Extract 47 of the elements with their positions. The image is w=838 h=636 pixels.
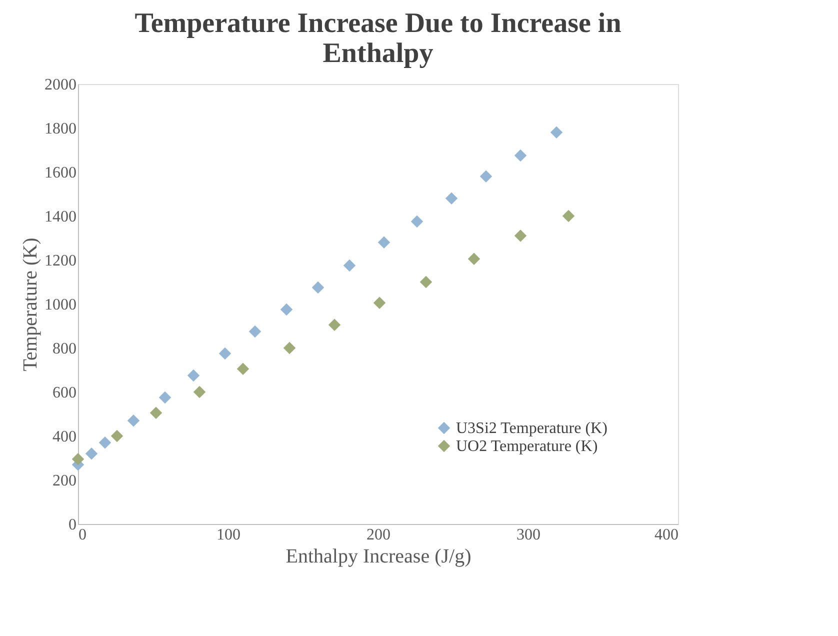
- point: [562, 210, 575, 222]
- x-axis-title: Enthalpy Increase (J/g): [286, 546, 472, 568]
- point: [150, 406, 162, 420]
- x-tick-label: 100: [216, 526, 240, 544]
- point: [248, 325, 262, 338]
- y-tick-label: 200: [52, 472, 76, 490]
- point: [480, 170, 492, 183]
- point: [378, 236, 390, 249]
- point: [312, 281, 324, 294]
- point: [98, 436, 112, 449]
- point: [236, 362, 250, 376]
- y-tick-label: 800: [52, 340, 76, 358]
- point: [343, 259, 356, 272]
- legend-label: UO2 Temperature (K): [456, 438, 598, 455]
- x-tick-label: 200: [366, 526, 390, 544]
- x-tick-label: 400: [654, 526, 678, 544]
- point: [445, 192, 458, 205]
- point: [158, 391, 172, 404]
- point: [328, 318, 341, 332]
- point: [280, 303, 293, 316]
- point: [514, 230, 527, 242]
- point: [514, 149, 527, 162]
- point: [468, 252, 480, 266]
- y-tick-label: 1000: [44, 296, 76, 314]
- point: [373, 296, 386, 310]
- y-tick-label: 1800: [44, 120, 76, 138]
- point: [410, 215, 424, 228]
- point: [127, 414, 140, 427]
- point: [193, 386, 206, 398]
- y-tick-label: 2000: [44, 76, 76, 94]
- y-tick-label: 1400: [44, 208, 76, 226]
- point: [110, 430, 124, 442]
- chart-title: Temperature Increase Due to Increase in Enthalpy: [134, 8, 622, 69]
- y-axis-title: Temperature (K): [20, 238, 42, 372]
- point: [85, 447, 98, 460]
- point: [420, 276, 432, 288]
- y-tick-label: 1200: [44, 252, 76, 270]
- point: [72, 452, 84, 466]
- point: [187, 369, 200, 382]
- point: [550, 126, 563, 139]
- point: [218, 347, 232, 360]
- y-tick-label: 600: [52, 384, 76, 402]
- y-tick-label: 1600: [44, 164, 76, 182]
- legend-label: U3Si2 Temperature (K): [456, 420, 608, 437]
- x-tick-label: 300: [516, 526, 540, 544]
- point: [283, 342, 296, 354]
- y-tick-label: 400: [52, 428, 76, 446]
